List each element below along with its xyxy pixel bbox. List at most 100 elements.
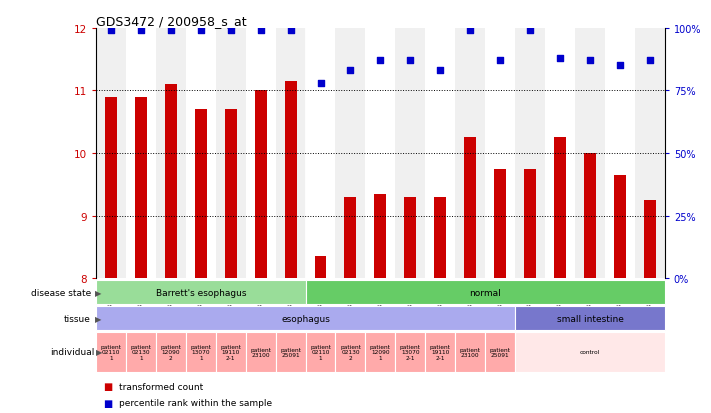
Bar	[425, 332, 455, 372]
Bar	[225, 110, 237, 278]
Bar	[485, 332, 515, 372]
Point	[255, 28, 267, 35]
Bar	[105, 97, 117, 278]
Bar	[515, 29, 545, 278]
Text: ▶: ▶	[96, 348, 102, 356]
Text: patient
02130
2: patient 02130 2	[340, 344, 361, 360]
Bar	[455, 29, 485, 278]
Bar	[314, 256, 326, 278]
Text: patient
13070
2-1: patient 13070 2-1	[400, 344, 421, 360]
Bar	[614, 176, 626, 278]
Point	[525, 28, 536, 35]
Text: patient
02110
1: patient 02110 1	[310, 344, 331, 360]
Bar	[306, 332, 336, 372]
Bar	[455, 332, 485, 372]
Bar	[96, 306, 515, 330]
Bar	[306, 280, 665, 304]
Point	[584, 58, 596, 65]
Text: patient
02110
1: patient 02110 1	[100, 344, 122, 360]
Point	[405, 58, 416, 65]
Bar	[524, 169, 536, 278]
Bar	[276, 29, 306, 278]
Bar	[186, 29, 215, 278]
Text: ▶: ▶	[95, 314, 101, 323]
Bar	[96, 280, 306, 304]
Text: patient
19110
2-1: patient 19110 2-1	[430, 344, 451, 360]
Bar	[96, 332, 126, 372]
Text: patient
19110
2-1: patient 19110 2-1	[220, 344, 241, 360]
Bar	[515, 332, 665, 372]
Point	[225, 28, 236, 35]
Bar	[255, 91, 267, 278]
Bar	[215, 29, 246, 278]
Bar	[425, 29, 455, 278]
Text: tissue: tissue	[64, 314, 91, 323]
Bar	[276, 332, 306, 372]
Point	[345, 68, 356, 75]
Bar	[395, 332, 425, 372]
Bar	[644, 200, 656, 278]
Text: patient
23100: patient 23100	[250, 347, 271, 357]
Point	[285, 28, 296, 35]
Bar	[365, 332, 395, 372]
Text: GDS3472 / 200958_s_at: GDS3472 / 200958_s_at	[96, 15, 247, 28]
Text: ▶: ▶	[95, 288, 101, 297]
Bar	[575, 29, 605, 278]
Text: small intestine: small intestine	[557, 314, 624, 323]
Point	[434, 68, 446, 75]
Bar	[186, 332, 215, 372]
Text: patient
12090
1: patient 12090 1	[370, 344, 391, 360]
Bar	[554, 138, 566, 278]
Bar	[156, 332, 186, 372]
Bar	[195, 110, 207, 278]
Point	[614, 63, 626, 70]
Text: ■: ■	[103, 381, 112, 391]
Point	[494, 58, 506, 65]
Point	[165, 28, 176, 35]
Point	[555, 55, 566, 62]
Point	[315, 81, 326, 87]
Bar	[215, 332, 246, 372]
Text: patient
25091: patient 25091	[280, 347, 301, 357]
Bar	[336, 332, 365, 372]
Text: individual: individual	[50, 348, 95, 356]
Text: disease state: disease state	[31, 288, 91, 297]
Bar	[515, 306, 665, 330]
Bar	[464, 138, 476, 278]
Text: patient
13070
1: patient 13070 1	[191, 344, 211, 360]
Text: control: control	[579, 349, 600, 355]
Text: normal: normal	[469, 288, 501, 297]
Point	[464, 28, 476, 35]
Bar	[246, 29, 276, 278]
Text: esophagus: esophagus	[281, 314, 330, 323]
Bar	[584, 154, 596, 278]
Bar	[126, 29, 156, 278]
Bar	[246, 332, 276, 372]
Text: patient
23100: patient 23100	[460, 347, 481, 357]
Bar	[365, 29, 395, 278]
Bar	[336, 29, 365, 278]
Point	[195, 28, 206, 35]
Point	[375, 58, 386, 65]
Bar	[395, 29, 425, 278]
Point	[135, 28, 146, 35]
Text: percentile rank within the sample: percentile rank within the sample	[119, 398, 272, 407]
Bar	[165, 85, 177, 278]
Bar	[96, 29, 126, 278]
Text: patient
25091: patient 25091	[490, 347, 510, 357]
Bar	[126, 332, 156, 372]
Bar	[344, 197, 356, 278]
Text: Barrett's esophagus: Barrett's esophagus	[156, 288, 246, 297]
Bar	[434, 197, 447, 278]
Bar	[545, 29, 575, 278]
Bar	[635, 29, 665, 278]
Bar	[485, 29, 515, 278]
Bar	[605, 29, 635, 278]
Bar	[375, 194, 386, 278]
Bar	[306, 29, 336, 278]
Bar	[156, 29, 186, 278]
Bar	[135, 97, 147, 278]
Point	[644, 58, 656, 65]
Bar	[284, 82, 296, 278]
Text: ■: ■	[103, 398, 112, 408]
